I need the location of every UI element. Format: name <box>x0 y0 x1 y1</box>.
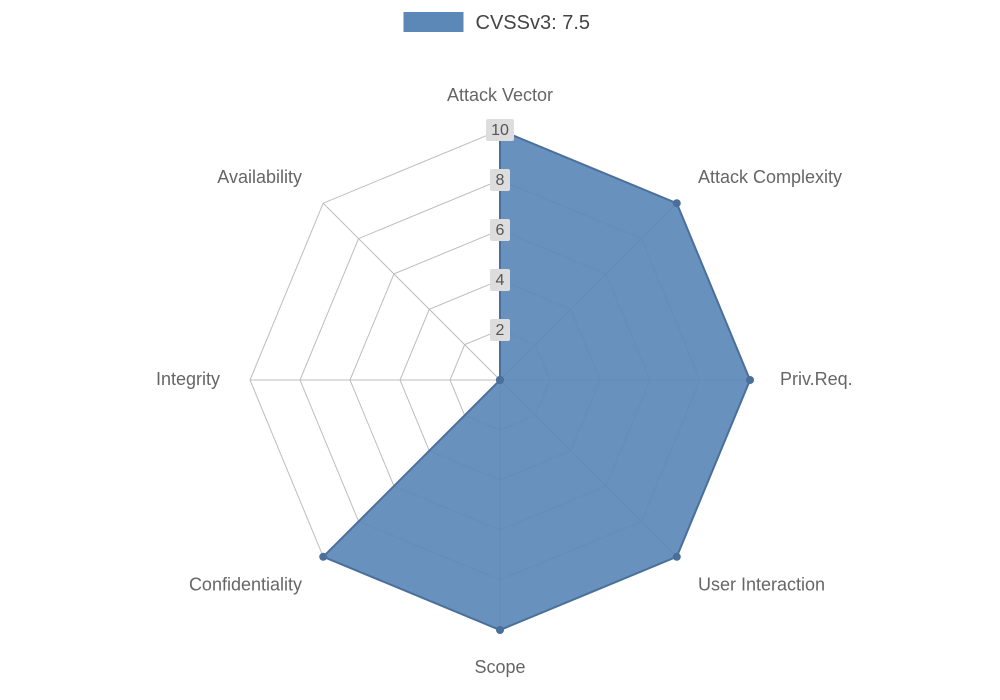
radar-point <box>496 626 504 634</box>
radar-chart-container: 2 4 6 8 10 Attack Vector Attack Complexity Priv… <box>0 0 1000 700</box>
tick-label: 6 <box>496 222 505 239</box>
tick-label: 4 <box>496 272 505 289</box>
radar-point <box>673 553 681 561</box>
legend-swatch <box>404 12 464 32</box>
axis-label: User Interaction <box>698 575 825 595</box>
tick-label: 2 <box>496 322 505 339</box>
tick-label: 8 <box>496 172 505 189</box>
axis-label: Confidentiality <box>189 575 302 595</box>
radar-point <box>496 376 504 384</box>
radar-point <box>673 199 681 207</box>
axis-label: Scope <box>474 657 525 677</box>
radar-chart: 2 4 6 8 10 Attack Vector Attack Complexity Priv… <box>0 0 1000 700</box>
axis-label: Attack Complexity <box>698 167 842 187</box>
legend-label: CVSSv3: 7.5 <box>476 12 591 34</box>
radar-point <box>746 376 754 384</box>
axis-label: Availability <box>217 167 302 187</box>
axis-label: Attack Vector <box>447 85 553 105</box>
radar-point <box>319 553 327 561</box>
tick-label: 10 <box>491 122 509 139</box>
axis-label: Priv.Req. <box>780 369 853 389</box>
axis-label: Integrity <box>156 369 220 389</box>
